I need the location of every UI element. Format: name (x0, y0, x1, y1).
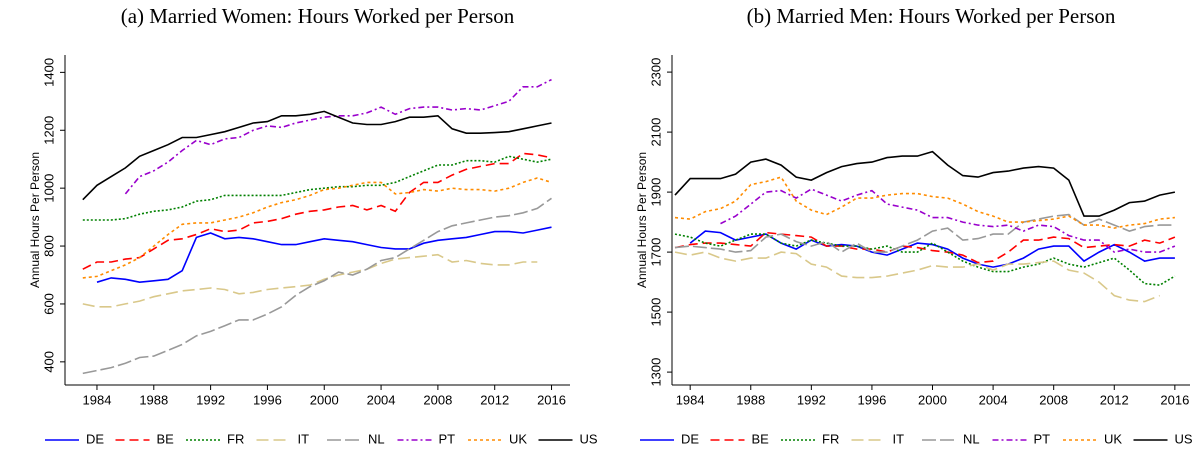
x-tick-label: 1992 (196, 392, 225, 407)
legend-label: IT (298, 431, 310, 446)
series-line (82, 197, 552, 375)
series-line (82, 152, 552, 270)
x-tick-label: 2004 (367, 392, 396, 407)
legend-label: NL (368, 431, 385, 446)
legend-label: NL (963, 431, 980, 446)
series-line (82, 110, 552, 201)
legend-label: DE (681, 431, 699, 446)
series-line (689, 230, 1175, 268)
series-line (674, 233, 1176, 286)
y-tick-label: 2300 (648, 58, 663, 87)
y-axis-label: Annual Hours Per Person (635, 152, 649, 288)
y-tick-label: 1200 (41, 116, 56, 145)
y-tick-label: 2100 (648, 118, 663, 147)
x-tick-label: 1984 (83, 392, 112, 407)
series-line (674, 231, 1176, 264)
legend-label: PT (1034, 431, 1051, 446)
x-tick-label: 2012 (480, 392, 509, 407)
legend-label: UK (1104, 431, 1122, 446)
x-tick-label: 1996 (857, 392, 886, 407)
chart-title: (a) Married Women: Hours Worked per Pers… (121, 4, 515, 28)
legend-label: IT (893, 431, 905, 446)
series-line (674, 150, 1176, 217)
legend-label: FR (227, 431, 244, 446)
chart-title: (b) Married Men: Hours Worked per Person (747, 4, 1116, 28)
x-tick-label: 1988 (139, 392, 168, 407)
legend-label: UK (509, 431, 527, 446)
y-tick-label: 800 (41, 235, 56, 257)
series-line (674, 213, 1175, 254)
legend-label: DE (86, 431, 104, 446)
x-tick-label: 1996 (253, 392, 282, 407)
y-axis-label: Annual Hours Per Person (28, 152, 42, 288)
y-tick-label: 600 (41, 293, 56, 315)
y-tick-label: 1700 (648, 238, 663, 267)
legend-label: BE (157, 431, 175, 446)
x-tick-label: 2008 (423, 392, 452, 407)
x-tick-label: 1984 (676, 392, 705, 407)
series-line (674, 176, 1175, 229)
y-tick-label: 1900 (648, 178, 663, 207)
y-tick-label: 1500 (648, 298, 663, 327)
series-line (720, 188, 1176, 253)
y-tick-label: 400 (41, 351, 56, 373)
legend-label: FR (822, 431, 839, 446)
x-tick-label: 2012 (1100, 392, 1129, 407)
x-tick-label: 2016 (537, 392, 566, 407)
series-line (82, 253, 538, 308)
y-tick-label: 1000 (41, 174, 56, 203)
legend-label: US (580, 431, 598, 446)
x-tick-label: 1988 (736, 392, 765, 407)
y-tick-label: 1400 (41, 58, 56, 87)
series-line (96, 226, 552, 284)
y-tick-label: 1300 (648, 358, 663, 387)
x-tick-label: 2000 (918, 392, 947, 407)
legend-label: US (1175, 431, 1193, 446)
x-tick-label: 2000 (310, 392, 339, 407)
x-tick-label: 2016 (1160, 392, 1189, 407)
x-tick-label: 2008 (1039, 392, 1068, 407)
legend-label: BE (752, 431, 770, 446)
legend-label: PT (439, 431, 456, 446)
x-tick-label: 2004 (979, 392, 1008, 407)
x-tick-label: 1992 (797, 392, 826, 407)
series-line (82, 177, 552, 279)
